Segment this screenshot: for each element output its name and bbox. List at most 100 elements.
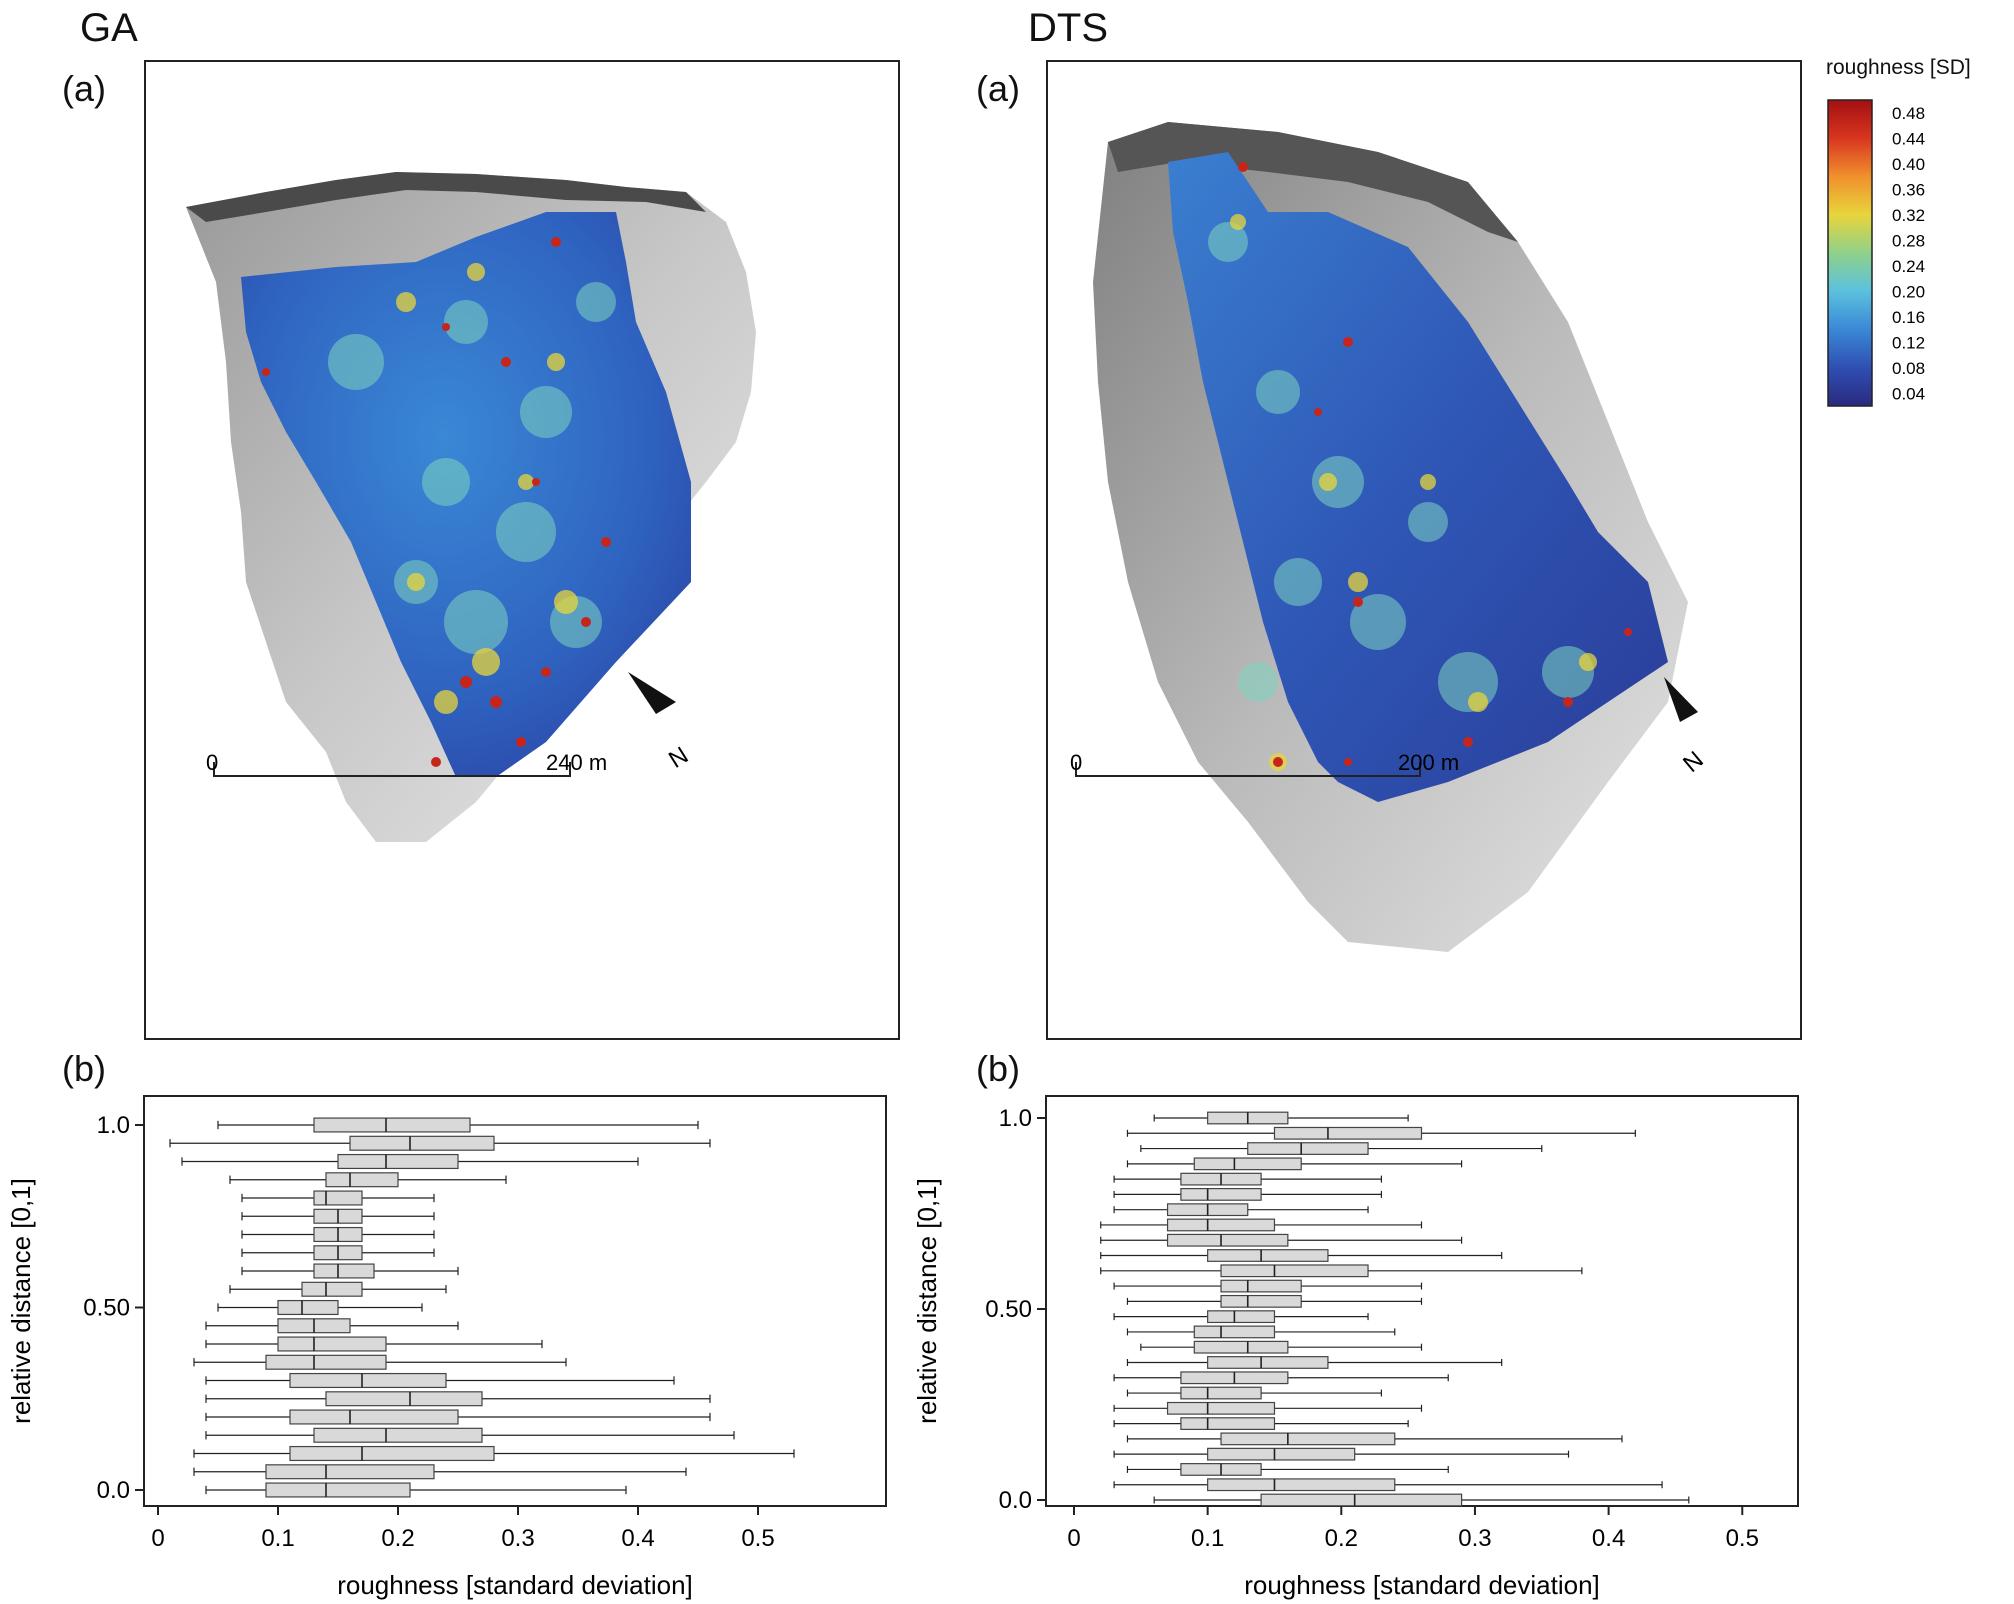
iqr-box: [1260, 1493, 1463, 1507]
box-5: [1113, 1417, 1409, 1431]
box-3: [1113, 1447, 1570, 1461]
scale-bar-dts: [1075, 762, 1421, 777]
boxplot-chart-ga: 0 0.1 0.2 0.3 0.4 0.5 0.0 0.50 1.0 roughness [sta…: [0, 1080, 950, 1604]
x-tick-label-5: 0.5: [741, 1525, 774, 1552]
box-13: [241, 1245, 435, 1261]
legend-tick-5: 0.28: [1892, 231, 1925, 250]
iqr-box: [265, 1464, 435, 1480]
north-arrow-icon: N: [1664, 677, 1709, 778]
box-14: [241, 1226, 435, 1243]
legend-tick-6: 0.24: [1892, 257, 1925, 276]
iqr-box: [313, 1117, 471, 1133]
iqr-box: [1193, 1340, 1289, 1354]
box-25: [1153, 1111, 1409, 1125]
iqr-box: [1247, 1142, 1369, 1155]
scale-bar-ga: [213, 762, 571, 777]
scale-start-ga: 0: [206, 750, 218, 775]
box-12: [241, 1263, 459, 1279]
box-15: [241, 1208, 435, 1224]
iqr-box: [289, 1445, 495, 1462]
box-18: [181, 1153, 639, 1170]
panel-label-dts-a: (a): [976, 68, 1020, 109]
legend-tick-10: 0.08: [1892, 359, 1925, 378]
panel-label-ga-b: (b): [62, 1048, 106, 1089]
x-tick-label-0: 0: [151, 1525, 164, 1552]
iqr-box: [349, 1135, 495, 1151]
box-15: [1100, 1264, 1583, 1278]
iqr-box: [1220, 1279, 1302, 1293]
box-21: [1113, 1172, 1383, 1186]
box-16: [1100, 1249, 1503, 1262]
color-legend: 0.48 0.44 0.40 0.36 0.32 0.28 0.24 0.20 0.16 0.12…: [1826, 96, 1996, 421]
iqr-box: [1207, 1249, 1329, 1262]
box-18: [1100, 1218, 1423, 1232]
iqr-box: [313, 1263, 375, 1279]
panel-label-ga-a: (a): [62, 68, 106, 109]
box-17: [1100, 1233, 1463, 1247]
iqr-box: [337, 1153, 459, 1170]
box-11: [1126, 1325, 1396, 1339]
box-4: [205, 1409, 711, 1425]
iqr-box: [313, 1190, 363, 1206]
iqr-box: [1180, 1386, 1262, 1400]
box-9: [1126, 1356, 1503, 1369]
box-14: [1113, 1279, 1423, 1293]
iqr-box: [1207, 1310, 1276, 1324]
iqr-box: [313, 1427, 483, 1443]
iqr-box: [265, 1354, 387, 1370]
iqr-box: [1193, 1325, 1276, 1339]
boxplot-chart-dts: 0 0.1 0.2 0.3 0.4 0.5 0.0 0.50 1.0 roughness [sta…: [902, 1080, 1802, 1604]
scale-start-dts: 0: [1070, 750, 1082, 775]
legend-tick-9: 0.12: [1892, 333, 1925, 352]
x-tick-label-0: 0: [1067, 1525, 1080, 1552]
iqr-box: [277, 1336, 387, 1352]
legend-tick-8: 0.16: [1892, 308, 1925, 327]
box-1: [1113, 1478, 1663, 1492]
legend-tick-1: 0.44: [1892, 129, 1925, 148]
iqr-box: [1220, 1294, 1302, 1308]
legend-tick-4: 0.32: [1892, 206, 1925, 225]
x-tick-label-4: 0.4: [1592, 1525, 1625, 1552]
box-8: [1113, 1371, 1449, 1385]
legend-title: roughness [SD]: [1826, 56, 1971, 79]
x-tick-label-1: 0.1: [261, 1525, 294, 1552]
iqr-box: [289, 1409, 459, 1425]
roughness-overlay-dts: [1168, 152, 1668, 802]
iqr-box: [325, 1172, 399, 1188]
panel-label-dts-b: (b): [976, 1048, 1020, 1089]
legend-tick-11: 0.04: [1892, 384, 1925, 403]
iqr-box: [1180, 1187, 1262, 1201]
box-13: [1126, 1294, 1423, 1308]
box-3: [205, 1427, 735, 1443]
x-tick-label-2: 0.2: [1325, 1525, 1358, 1552]
box-7: [1126, 1386, 1383, 1400]
roughness-map-ga: 0 240 m N: [144, 60, 900, 1040]
iqr-box: [325, 1391, 483, 1407]
iqr-box: [1220, 1432, 1396, 1446]
iqr-box: [289, 1372, 447, 1389]
x-tick-label-3: 0.3: [501, 1525, 534, 1552]
box-10: [1140, 1340, 1423, 1354]
iqr-box: [1207, 1356, 1329, 1369]
iqr-box: [1166, 1218, 1276, 1232]
box-4: [1126, 1432, 1623, 1446]
box-17: [229, 1172, 507, 1188]
x-axis-title: roughness [standard deviation]: [1244, 1570, 1600, 1600]
y-tick-label-1: 0.50: [985, 1296, 1032, 1323]
x-tick-label-4: 0.4: [621, 1525, 654, 1552]
box-20: [1113, 1187, 1383, 1201]
x-tick-label-2: 0.2: [381, 1525, 414, 1552]
box-7: [193, 1354, 567, 1370]
iqr-box: [1193, 1157, 1302, 1171]
legend-tick-2: 0.40: [1892, 155, 1925, 174]
north-arrow-icon: N: [628, 672, 693, 774]
iqr-box: [265, 1482, 411, 1498]
box-23: [1140, 1142, 1543, 1155]
box-9: [205, 1318, 459, 1334]
scale-end-dts: 200 m: [1398, 750, 1459, 775]
box-12: [1113, 1310, 1369, 1324]
box-24: [1126, 1126, 1636, 1140]
y-axis-title: relative distance [0,1]: [912, 1178, 942, 1424]
y-tick-label-2: 1.0: [97, 1112, 130, 1139]
iqr-box: [1273, 1126, 1423, 1140]
